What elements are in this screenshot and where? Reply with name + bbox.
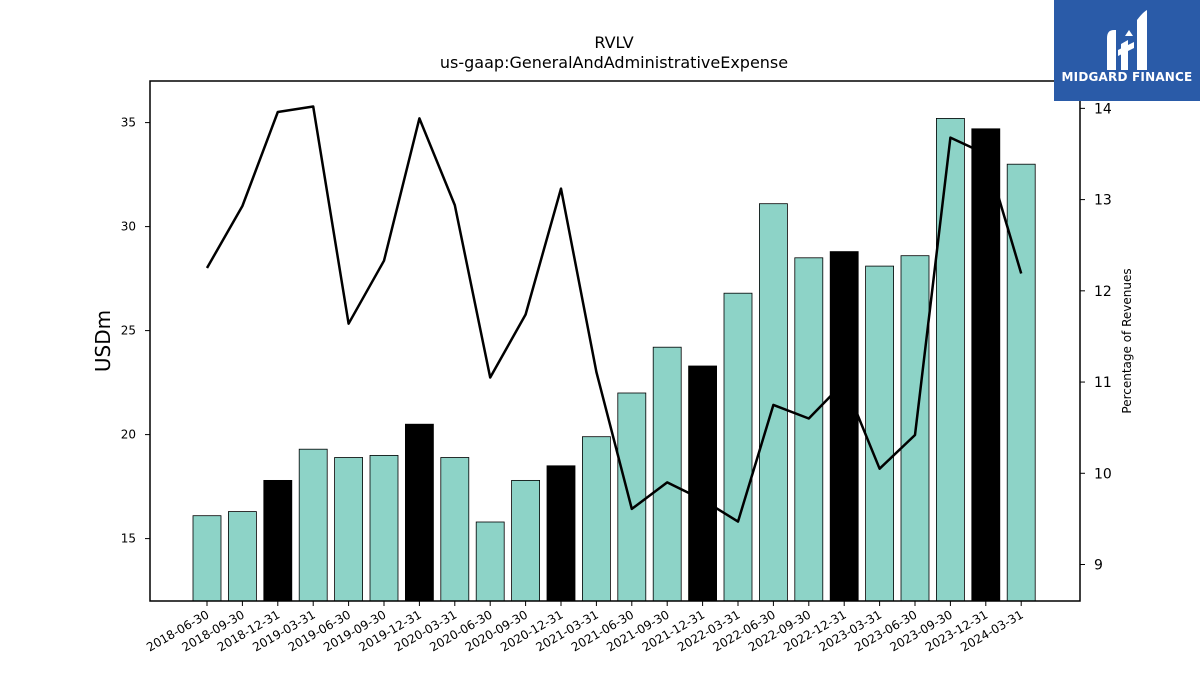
bar-2023-09-30 xyxy=(936,118,965,602)
bar-2018-06-30 xyxy=(192,515,222,602)
bar-2019-12-31 xyxy=(404,423,434,602)
line-group xyxy=(205,105,1023,523)
bar-2024-03-31 xyxy=(1006,163,1036,602)
axes: 1520253035910111213142018-06-302018-09-3… xyxy=(121,80,1112,654)
chart-title: RVLV xyxy=(594,33,633,52)
y-tick-label: 35 xyxy=(121,116,136,130)
bar-2018-09-30 xyxy=(227,511,257,602)
brand-logo: MIDGARD FINANCE xyxy=(1054,0,1200,101)
bar-group xyxy=(192,118,1036,602)
bar-2020-03-31 xyxy=(440,457,470,602)
y2-tick-label: 10 xyxy=(1094,466,1112,482)
bar-2020-12-31 xyxy=(546,465,576,602)
bar-2021-12-31 xyxy=(688,365,717,602)
midgard-logo-icon xyxy=(1107,10,1147,70)
bar-2020-06-30 xyxy=(475,521,505,602)
bar-2021-09-30 xyxy=(652,346,682,602)
y-tick-label: 30 xyxy=(121,220,136,234)
bar-2022-09-30 xyxy=(794,257,824,602)
y-tick-label: 25 xyxy=(121,324,136,338)
bar-2022-06-30 xyxy=(759,203,788,602)
y2-tick-label: 12 xyxy=(1094,284,1112,300)
y-axis-label: USDm xyxy=(91,310,115,372)
revenue-percentage-line xyxy=(205,105,1023,523)
y2-tick-label: 13 xyxy=(1094,193,1112,209)
bar-2023-03-31 xyxy=(865,265,894,602)
y2-tick-label: 11 xyxy=(1094,375,1112,391)
chart-subtitle: us-gaap:GeneralAndAdministrativeExpense xyxy=(440,53,788,72)
bar-2019-09-30 xyxy=(369,454,399,602)
y-tick-label: 15 xyxy=(121,532,136,546)
bar-2023-12-31 xyxy=(971,128,1001,602)
y-tick-label: 20 xyxy=(121,428,136,442)
y2-tick-label: 14 xyxy=(1094,101,1112,117)
brand-name: MIDGARD FINANCE xyxy=(1061,70,1193,84)
bar-2021-06-30 xyxy=(617,392,647,602)
bar-2021-03-31 xyxy=(582,436,611,602)
y2-tick-label: 9 xyxy=(1094,558,1103,574)
bar-2022-12-31 xyxy=(829,251,859,602)
bar-2019-06-30 xyxy=(334,457,364,602)
bar-2018-12-31 xyxy=(263,479,293,602)
y2-axis-label: Percentage of Revenues xyxy=(1120,268,1134,413)
bar-2022-03-31 xyxy=(723,292,753,602)
bar-2020-09-30 xyxy=(511,479,541,602)
plot-frame xyxy=(149,80,1081,602)
bar-2019-03-31 xyxy=(298,448,328,602)
